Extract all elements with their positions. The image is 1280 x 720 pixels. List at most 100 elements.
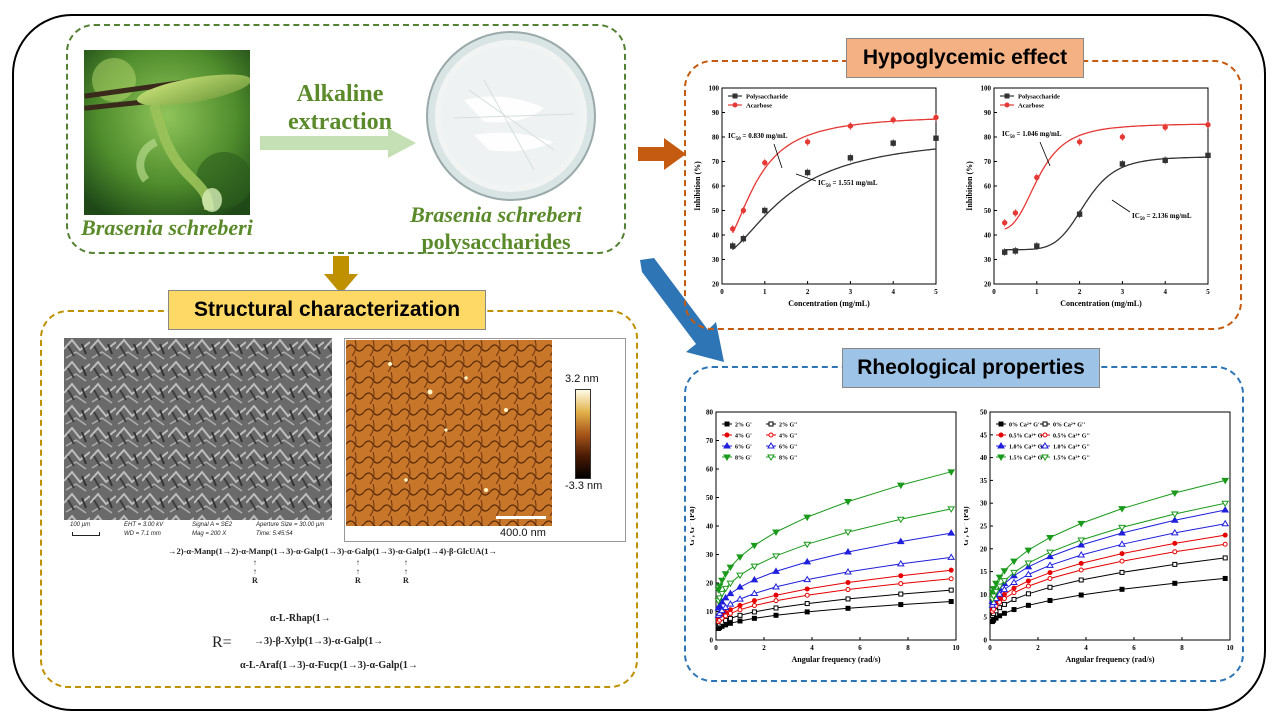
process-label-line1: Alkaline: [296, 81, 384, 107]
data-point: [723, 613, 729, 619]
process-label: Alkaline extraction: [270, 80, 410, 136]
data-point: [947, 506, 956, 513]
sem-info: 100 µm EHT = 3.00 kV WD = 7.1 mm Signal …: [64, 520, 332, 542]
data-point: [726, 564, 735, 572]
ic50-subscript: 50: [736, 137, 742, 142]
x-tick-label: 2: [1078, 288, 1082, 296]
y-tick-label: 100: [981, 85, 992, 93]
data-point: [803, 575, 812, 583]
x-axis-label: Concentration (mg/mL): [1060, 299, 1142, 308]
x-tick-label: 1: [1035, 288, 1039, 296]
legend-marker: [1042, 421, 1048, 427]
annotation-pointer: [773, 143, 783, 169]
legend-marker: [732, 102, 738, 108]
data-point: [1222, 541, 1228, 547]
x-tick-label: 3: [1121, 288, 1125, 296]
data-point: [736, 572, 744, 580]
data-point: [750, 589, 759, 596]
ic50-value: = 2.136 mg/mL: [1145, 212, 1192, 220]
data-point: [721, 603, 730, 610]
data-point: [845, 587, 851, 593]
legend-marker: [998, 421, 1004, 427]
legend-label: 1.5% Ca²⁺ G': [1009, 455, 1044, 462]
data-point: [997, 599, 1003, 605]
y-tick-label: 50: [980, 409, 988, 417]
x-axis-label: Concentration (mg/mL): [788, 299, 870, 308]
data-point: [773, 598, 779, 604]
afm-scale-max: 3.2 nm: [565, 373, 599, 385]
data-point: [736, 583, 744, 590]
legend-label: 1.5% Ca²⁺ G'': [1053, 455, 1090, 462]
data-point: [715, 601, 724, 609]
data-point: [718, 590, 726, 598]
sem-mag: Mag = 200 X: [192, 531, 227, 537]
y-tick-label: 80: [984, 134, 992, 142]
r-option-2: →3)-β-Xylp(1→3)-α-Galp(1→: [254, 636, 384, 647]
y-axis-label: Inhibition (%): [966, 161, 974, 211]
data-point: [947, 529, 956, 536]
data-point: [1221, 477, 1230, 485]
y-tick-label: 20: [984, 281, 992, 289]
data-point: [1010, 578, 1018, 586]
x-tick-label: 2: [762, 644, 766, 652]
data-point: [896, 559, 905, 567]
formula-sub-2-label: R: [355, 576, 361, 585]
y-tick-label: 70: [984, 158, 992, 166]
formula-main: →2)-α-Manp(1→2)-α-Manp(1→3)-α-Galp(1→3)-…: [168, 546, 497, 556]
data-point: [727, 615, 733, 621]
data-point: [1024, 547, 1033, 555]
arrow-to-structure: [324, 256, 358, 294]
legend-label: 6% G'': [779, 445, 798, 451]
series-line: [732, 148, 937, 250]
data-point: [896, 516, 905, 524]
legend-marker: [997, 454, 1005, 461]
x-tick-label: 8: [906, 644, 910, 652]
data-point: [948, 576, 954, 582]
series-line: [732, 118, 937, 234]
data-point: [1047, 570, 1053, 576]
data-point: [721, 571, 730, 578]
data-point: [948, 567, 954, 573]
x-tick-label: 2: [806, 288, 810, 296]
data-point: [995, 583, 1004, 591]
data-point: [1170, 490, 1179, 497]
data-point: [989, 593, 998, 600]
data-point: [844, 567, 852, 575]
series-line: [991, 534, 1226, 609]
legend-marker: [724, 432, 730, 438]
data-point: [1077, 537, 1086, 544]
x-tick-label: 5: [934, 288, 938, 296]
data-point: [715, 595, 724, 602]
data-point: [1119, 569, 1125, 575]
y-tick-label: 20: [706, 580, 714, 588]
data-point: [751, 603, 757, 609]
legend-label: Polysaccharide: [1018, 94, 1060, 101]
x-tick-label: 4: [891, 288, 895, 296]
data-point: [726, 600, 735, 607]
y-tick-label: 50: [984, 207, 992, 215]
y-tick-label: 90: [984, 109, 992, 117]
data-point: [772, 582, 780, 590]
afm-scalebar-label: 400.0 nm: [500, 527, 546, 539]
ic50-annotation: IC50 = 1.046 mg/mL: [1002, 130, 1062, 140]
data-point: [1047, 584, 1053, 590]
data-point: [898, 602, 904, 608]
legend-label: 1.0% Ca²⁺ G'': [1053, 444, 1090, 451]
data-point: [1118, 529, 1126, 536]
data-point: [804, 586, 810, 592]
legend-marker: [1004, 93, 1010, 99]
ic50-value: = 1.046 mg/mL: [1015, 130, 1062, 138]
legend-marker: [767, 454, 775, 461]
data-point: [948, 587, 954, 593]
brasenia-plant-image: [84, 50, 250, 215]
data-point: [1119, 558, 1125, 564]
ic50-annotation: IC50 = 1.551 mg/mL: [818, 179, 878, 189]
data-point: [1011, 590, 1017, 596]
legend-label: 8% G': [735, 456, 752, 462]
structural-title: Structural characterization: [168, 290, 486, 330]
y-tick-label: 70: [706, 437, 714, 445]
data-point: [772, 529, 780, 537]
data-point: [718, 577, 726, 585]
x-tick-label: 4: [810, 644, 814, 652]
data-point: [1025, 578, 1031, 584]
